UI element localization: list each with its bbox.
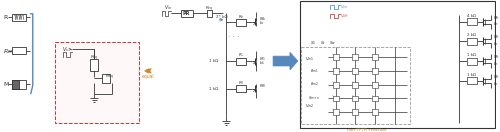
Text: $M_r$: $M_r$ xyxy=(492,73,499,81)
Text: $b_r$: $b_r$ xyxy=(492,21,498,28)
Bar xyxy=(12,80,26,89)
Bar xyxy=(236,85,246,92)
Bar xyxy=(372,109,378,115)
Bar xyxy=(332,109,338,115)
Text: $V_{off}$: $V_{off}$ xyxy=(340,12,349,20)
Bar xyxy=(12,80,19,89)
Text: 1 kΩ: 1 kΩ xyxy=(209,59,218,63)
Text: PR: PR xyxy=(183,11,190,16)
Text: $M_b$: $M_b$ xyxy=(258,16,266,23)
Text: $b_r$: $b_r$ xyxy=(258,20,264,27)
Bar xyxy=(352,96,358,101)
Bar xyxy=(332,68,338,74)
FancyArrow shape xyxy=(273,52,298,70)
Bar xyxy=(466,18,476,25)
Text: $R_0$: $R_0$ xyxy=(238,79,244,87)
Bar xyxy=(352,109,358,115)
Bar xyxy=(372,96,378,101)
Text: 4 kΩ: 4 kΩ xyxy=(467,14,476,18)
Text: $V_{on}$: $V_{on}$ xyxy=(340,3,348,11)
Text: non-TFTR crossbar: non-TFTR crossbar xyxy=(347,128,387,132)
Bar xyxy=(352,68,358,74)
Text: 1 kΩ: 1 kΩ xyxy=(467,53,476,57)
Text: $M_0$: $M_0$ xyxy=(258,83,266,90)
Bar xyxy=(466,77,476,84)
Bar xyxy=(466,58,476,65)
Text: 1 kΩ: 1 kΩ xyxy=(467,73,476,77)
Bar xyxy=(300,1,496,128)
Text: 2* kΩ: 2* kΩ xyxy=(216,15,228,19)
Text: $R_1$: $R_1$ xyxy=(238,52,244,59)
Text: $S_r$: $S_r$ xyxy=(320,39,326,47)
Text: $b_r$: $b_r$ xyxy=(492,41,498,48)
Bar xyxy=(12,14,26,21)
Text: $M_r$: $M_r$ xyxy=(492,34,499,41)
Text: $M_1$: $M_1$ xyxy=(258,55,266,63)
Text: $\delta_{m1}$: $\delta_{m1}$ xyxy=(310,67,318,75)
Bar xyxy=(332,96,338,101)
Text: $M_r$: $M_r$ xyxy=(492,53,499,61)
Bar xyxy=(236,19,246,26)
Text: · · ·: · · · xyxy=(228,34,239,40)
Text: R: R xyxy=(3,15,7,20)
Text: $R_{eq}$: $R_{eq}$ xyxy=(90,53,98,62)
Text: $V_{in2}$: $V_{in2}$ xyxy=(305,103,314,110)
Bar xyxy=(90,59,98,71)
Text: $V_{in1}$: $V_{in1}$ xyxy=(305,55,314,63)
Bar xyxy=(372,68,378,74)
Text: $S_{m+n}$: $S_{m+n}$ xyxy=(308,95,320,102)
Bar xyxy=(372,54,378,60)
Text: $b_r$: $b_r$ xyxy=(492,60,498,68)
Bar xyxy=(352,82,358,88)
Text: $S_1$: $S_1$ xyxy=(310,39,316,47)
Bar xyxy=(180,10,192,17)
Bar xyxy=(332,82,338,88)
Text: 1 kΩ: 1 kΩ xyxy=(209,87,218,91)
Bar xyxy=(12,47,26,54)
Bar xyxy=(332,54,338,60)
Text: $R_{eq}$: $R_{eq}$ xyxy=(206,4,214,13)
Text: $b_r$: $b_r$ xyxy=(492,80,498,88)
Bar xyxy=(372,82,378,88)
Bar xyxy=(206,10,212,17)
Text: equal: equal xyxy=(142,74,154,79)
Text: $R_M$: $R_M$ xyxy=(3,47,13,56)
Text: $b_1$: $b_1$ xyxy=(258,59,265,67)
Bar xyxy=(466,38,476,45)
Text: 2 kΩ: 2 kΩ xyxy=(467,33,476,37)
Text: $V_{in}$: $V_{in}$ xyxy=(164,3,172,12)
Text: $R_b$: $R_b$ xyxy=(238,13,244,21)
Text: $M_{eq}$: $M_{eq}$ xyxy=(104,72,114,81)
Text: $S_w$: $S_w$ xyxy=(329,39,336,47)
Bar xyxy=(102,74,110,83)
Bar xyxy=(236,58,246,65)
Bar xyxy=(352,54,358,60)
Text: $V_s$: $V_s$ xyxy=(62,45,68,54)
Text: $M_r$: $M_r$ xyxy=(492,14,499,22)
FancyBboxPatch shape xyxy=(54,42,139,123)
Text: M: M xyxy=(3,82,8,87)
Text: $\delta_{m2}$: $\delta_{m2}$ xyxy=(310,81,318,88)
